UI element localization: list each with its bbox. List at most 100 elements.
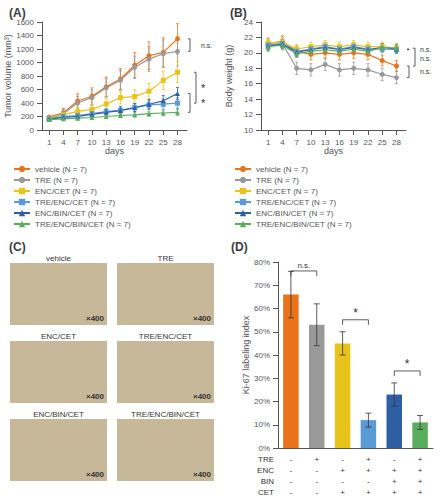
svg-text:TRE (N = 7): TRE (N = 7) (35, 176, 78, 185)
svg-text:28: 28 (173, 138, 182, 147)
svg-text:+: + (340, 466, 345, 475)
svg-text:22: 22 (364, 138, 373, 147)
svg-text:4: 4 (61, 138, 66, 147)
svg-text:+: + (340, 488, 345, 497)
svg-text:+: + (366, 488, 371, 497)
svg-text:80%: 80% (254, 258, 270, 267)
svg-text:TRE (N = 7): TRE (N = 7) (256, 176, 299, 185)
svg-text:ENC/BIN/CET (N = 7): ENC/BIN/CET (N = 7) (35, 209, 113, 218)
svg-text:60%: 60% (254, 304, 270, 313)
svg-text:13: 13 (321, 138, 330, 147)
svg-text:-: - (393, 455, 396, 464)
svg-text:×400: ×400 (193, 392, 212, 401)
svg-text:+: + (418, 488, 423, 497)
svg-text:16: 16 (335, 138, 344, 147)
svg-text:Tumor volume (mm³): Tumor volume (mm³) (3, 34, 13, 118)
svg-text:+: + (418, 466, 423, 475)
svg-text:4: 4 (280, 138, 285, 147)
svg-text:16: 16 (116, 138, 125, 147)
svg-text:-: - (290, 477, 293, 486)
svg-text:(D): (D) (231, 240, 248, 254)
svg-text:×400: ×400 (86, 392, 105, 401)
svg-text:+: + (366, 455, 371, 464)
svg-text:ENC/BIN/CET (N = 7): ENC/BIN/CET (N = 7) (256, 209, 334, 218)
svg-text:70%: 70% (254, 281, 270, 290)
svg-text:n.s.: n.s. (201, 42, 212, 49)
svg-text:13: 13 (102, 138, 111, 147)
svg-text:10: 10 (87, 138, 96, 147)
svg-text:19: 19 (130, 138, 139, 147)
svg-text:1200: 1200 (16, 45, 34, 54)
svg-text:×400: ×400 (193, 314, 212, 323)
svg-text:BIN: BIN (261, 477, 275, 486)
svg-text:Ki-67 labeling index: Ki-67 labeling index (241, 315, 251, 394)
svg-text:TRE: TRE (258, 455, 274, 464)
svg-text:vehicle (N = 7): vehicle (N = 7) (256, 165, 308, 174)
svg-text:10%: 10% (254, 420, 270, 429)
svg-text:7: 7 (75, 138, 80, 147)
svg-text:TRE/ENC/BIN/CET (N = 7): TRE/ENC/BIN/CET (N = 7) (35, 220, 131, 229)
svg-text:ENC/CET: ENC/CET (41, 332, 76, 341)
svg-text:40%: 40% (254, 351, 270, 360)
svg-text:28: 28 (392, 138, 401, 147)
svg-text:200: 200 (21, 112, 35, 121)
svg-text:1: 1 (266, 138, 271, 147)
svg-text:-: - (341, 477, 344, 486)
svg-text:n.s.: n.s. (420, 68, 431, 75)
svg-text:TRE/ENC/BIN/CET: TRE/ENC/BIN/CET (131, 410, 200, 419)
svg-text:n.s.: n.s. (420, 46, 431, 53)
svg-text:*: * (353, 306, 358, 320)
svg-text:CET: CET (258, 488, 274, 497)
svg-text:1000: 1000 (16, 58, 34, 67)
svg-text:20: 20 (244, 48, 253, 57)
svg-text:0: 0 (30, 126, 35, 135)
svg-text:50%: 50% (254, 327, 270, 336)
svg-text:+: + (392, 488, 397, 497)
svg-text:20%: 20% (254, 397, 270, 406)
svg-text:+: + (314, 455, 319, 464)
svg-text:ENC/CET (N = 7): ENC/CET (N = 7) (35, 187, 97, 196)
svg-text:19: 19 (349, 138, 358, 147)
svg-text:22: 22 (244, 33, 253, 42)
svg-text:TRE: TRE (158, 254, 174, 263)
svg-text:+: + (392, 466, 397, 475)
svg-text:ENC: ENC (257, 466, 274, 475)
svg-text:30%: 30% (254, 374, 270, 383)
svg-text:0%: 0% (258, 444, 270, 453)
svg-text:(C): (C) (9, 240, 26, 254)
svg-text:600: 600 (21, 85, 35, 94)
svg-text:14: 14 (244, 95, 253, 104)
svg-text:22: 22 (145, 138, 154, 147)
svg-text:-: - (315, 477, 318, 486)
svg-text:*: * (201, 82, 206, 94)
svg-text:vehicle (N = 7): vehicle (N = 7) (35, 165, 87, 174)
svg-text:-: - (367, 477, 370, 486)
svg-text:+: + (392, 477, 397, 486)
svg-text:×400: ×400 (193, 470, 212, 479)
svg-text:-: - (290, 488, 293, 497)
svg-text:n.s.: n.s. (420, 55, 431, 62)
svg-text:(B): (B) (230, 6, 247, 20)
svg-text:25: 25 (378, 138, 387, 147)
svg-text:+: + (418, 477, 423, 486)
svg-text:400: 400 (21, 99, 35, 108)
svg-text:+: + (418, 455, 423, 464)
svg-text:TRE/ENC/BIN/CET (N = 7): TRE/ENC/BIN/CET (N = 7) (256, 220, 352, 229)
svg-text:-: - (290, 466, 293, 475)
svg-text:*: * (201, 97, 206, 109)
svg-text:vehicle: vehicle (46, 254, 71, 263)
svg-text:12: 12 (244, 110, 253, 119)
svg-text:×400: ×400 (86, 314, 105, 323)
svg-text:ENC/BIN/CET: ENC/BIN/CET (33, 410, 84, 419)
svg-text:-: - (315, 488, 318, 497)
svg-text:1: 1 (47, 138, 52, 147)
svg-text:Body weight (g): Body weight (g) (224, 45, 234, 108)
svg-text:days: days (105, 146, 125, 156)
svg-text:TRE/ENC/CET (N = 7): TRE/ENC/CET (N = 7) (35, 198, 115, 207)
svg-text:10: 10 (244, 126, 253, 135)
svg-text:TRE/ENC/CET: TRE/ENC/CET (139, 332, 192, 341)
svg-text:25: 25 (159, 138, 168, 147)
svg-text:days: days (324, 146, 344, 156)
svg-text:*: * (405, 357, 410, 371)
svg-text:-: - (290, 455, 293, 464)
